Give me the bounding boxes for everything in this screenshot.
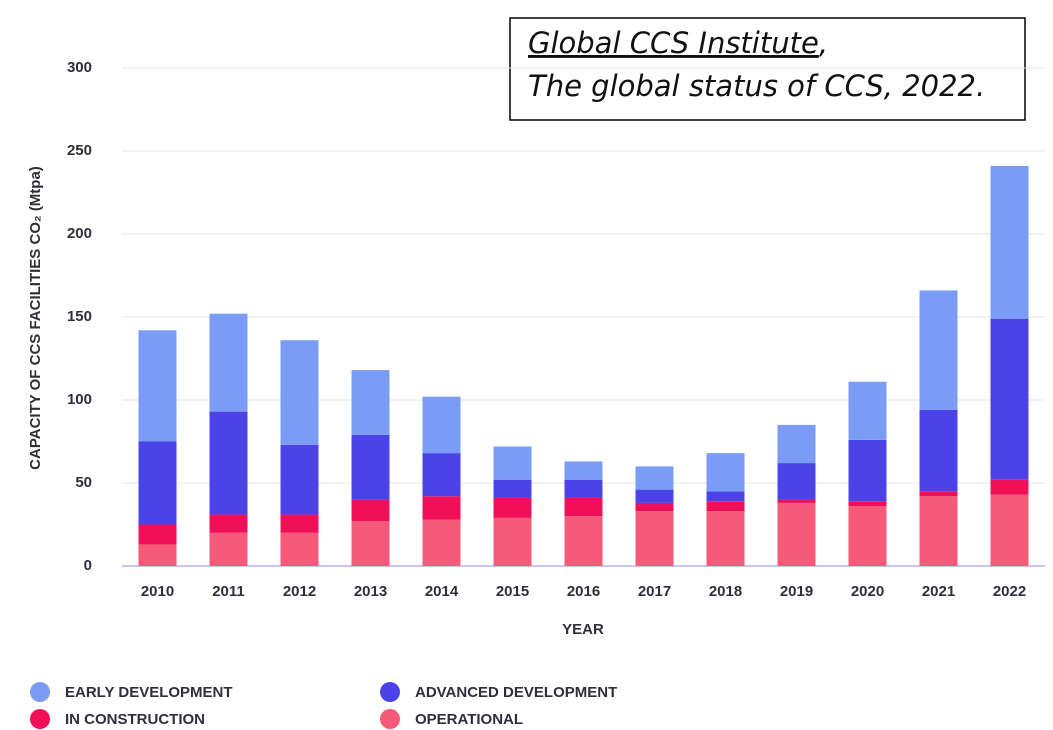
bar-segment [635, 466, 674, 490]
bar-segment [990, 318, 1029, 480]
y-axis-title: CAPACITY OF CCS FACILITIES CO₂ (Mtpa) [27, 166, 44, 470]
bar-segment [777, 463, 816, 500]
bar-segment [990, 479, 1029, 495]
bar-segment [635, 502, 674, 512]
x-tick-label: 2014 [425, 583, 459, 600]
x-tick-label: 2012 [283, 583, 316, 600]
bar-segment [422, 496, 461, 520]
legend-swatch [30, 709, 50, 729]
bar-segment [564, 516, 603, 566]
bar-segment [209, 514, 248, 533]
bar-segment [422, 453, 461, 497]
y-tick-label: 150 [67, 308, 92, 325]
bar-segment [422, 519, 461, 566]
legend-label: ADVANCED DEVELOPMENT [415, 684, 617, 701]
bar-segment [706, 501, 745, 512]
bar-segment [848, 439, 887, 502]
legend-swatch [380, 682, 400, 702]
bar-segment [280, 444, 319, 515]
bar-segment [138, 544, 177, 566]
bar-segment [777, 424, 816, 464]
bar-segment [351, 521, 390, 566]
annotation-punct: , [819, 26, 828, 60]
bar-segment [209, 411, 248, 515]
x-tick-label: 2011 [212, 583, 245, 600]
bar-segment [564, 479, 603, 498]
bar-segment [138, 330, 177, 442]
bar-segment [848, 381, 887, 440]
x-tick-label: 2021 [922, 583, 955, 600]
x-axis-title: YEAR [562, 621, 604, 638]
y-tick-label: 250 [67, 142, 92, 159]
bar-segment [209, 532, 248, 566]
bar-segment [777, 499, 816, 503]
x-tick-label: 2010 [141, 583, 174, 600]
bar-segment [564, 461, 603, 480]
annotation-box [509, 17, 1026, 121]
annotation-line: Global CCS Institute, [528, 26, 828, 60]
legend-label: OPERATIONAL [415, 711, 523, 728]
bar-segment [493, 517, 532, 566]
x-tick-label: 2019 [780, 583, 813, 600]
bar-segment [564, 497, 603, 517]
bar-segment [493, 446, 532, 480]
annotation-source: Global CCS Institute [528, 26, 819, 60]
bar-segment [635, 489, 674, 503]
bar-segment [280, 340, 319, 445]
bar-segment [990, 494, 1029, 566]
x-tick-label: 2020 [851, 583, 884, 600]
x-tick-label: 2018 [709, 583, 742, 600]
annotation-line: The global status of CCS, 2022. [528, 69, 985, 103]
y-tick-label: 300 [67, 59, 92, 76]
y-tick-label: 100 [67, 391, 92, 408]
legend-label: IN CONSTRUCTION [65, 711, 205, 728]
bar-segment [990, 165, 1029, 319]
legend-label: EARLY DEVELOPMENT [65, 684, 233, 701]
bar-segment [848, 501, 887, 507]
bar-segment [848, 506, 887, 566]
y-tick-label: 200 [67, 225, 92, 242]
bar-segment [706, 453, 745, 492]
bar-segment [919, 409, 958, 492]
bar-segment [351, 370, 390, 435]
bar-segment [138, 524, 177, 545]
bar-segment [777, 502, 816, 566]
y-tick-label: 50 [75, 474, 92, 491]
legend-swatch [380, 709, 400, 729]
legend-swatch [30, 682, 50, 702]
bar-segment [919, 290, 958, 410]
bar-segment [422, 396, 461, 454]
bar-segment [280, 532, 319, 566]
x-tick-label: 2015 [496, 583, 529, 600]
bar-segment [138, 441, 177, 525]
x-tick-label: 2013 [354, 583, 387, 600]
bar-segment [351, 499, 390, 522]
x-tick-label: 2017 [638, 583, 671, 600]
bar-segment [919, 496, 958, 566]
x-tick-label: 2016 [567, 583, 600, 600]
y-tick-label: 0 [84, 557, 92, 574]
bar-segment [493, 479, 532, 498]
bar-segment [706, 491, 745, 502]
bar-segment [280, 514, 319, 533]
bar-segment [209, 313, 248, 412]
x-tick-label: 2022 [993, 583, 1026, 600]
bar-segment [493, 497, 532, 518]
bar-segment [635, 511, 674, 566]
bar-segment [706, 511, 745, 566]
bar-segment [351, 434, 390, 500]
bar-segment [919, 491, 958, 497]
